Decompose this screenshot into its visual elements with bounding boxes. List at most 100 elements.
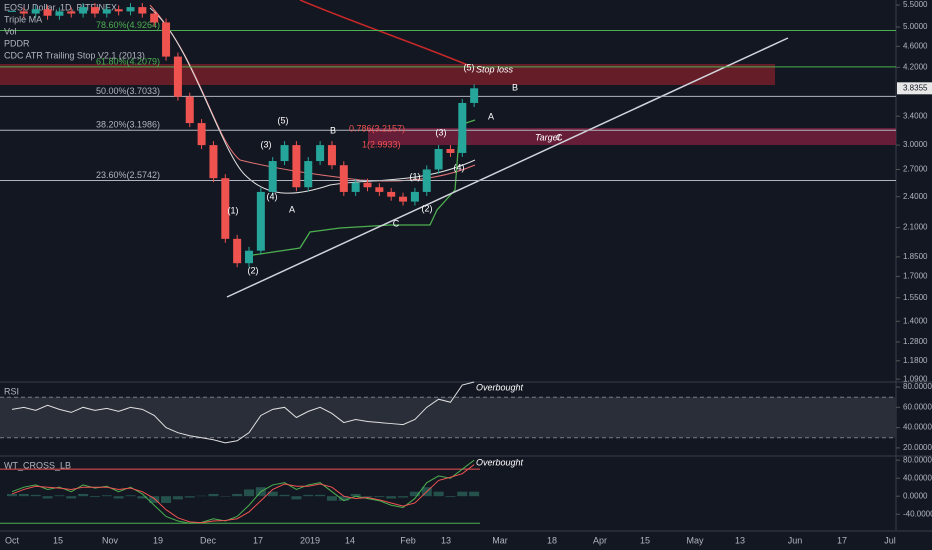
candle [173,56,182,97]
annotation: C [393,218,400,228]
y-tick-label: 2.7000 [903,165,928,174]
wt-title: WT_CROSS_LB [4,460,71,470]
y-tick-label: 1.8500 [903,252,928,261]
wt-histogram [149,496,160,503]
candle [197,123,206,146]
y-tick-label: -40.0000 [903,509,932,518]
x-tick-label: Dec [200,535,217,545]
x-tick-label: 13 [735,535,745,545]
chart-title: EOSU Dollar, 1D, BITFINEX [4,2,117,12]
wt-histogram [54,495,65,497]
x-tick-label: 18 [547,535,557,545]
wt-histogram [184,496,195,498]
annotation: B [512,82,518,92]
annotation: Overbought [476,382,524,392]
annotation: (2) [248,265,259,275]
candle [387,191,396,197]
wt-histogram [326,496,337,501]
wt-histogram [172,496,183,500]
trendline [226,37,789,298]
candle [304,161,313,188]
annotation: C [556,132,563,142]
wt-histogram [78,493,89,497]
x-tick-label: Oct [5,535,20,545]
annotation: Overbought [476,457,524,467]
candle [245,250,253,264]
candle [67,11,76,14]
wt-histogram [398,496,409,498]
fib-label: 78.60%(4.9264) [96,20,160,30]
indicator-name: Triple MA [4,14,42,24]
x-tick-label: 19 [153,535,163,545]
fib-label: 23.60%(2.5742) [96,170,160,180]
y-tick-label: 80.0000 [903,455,932,464]
annotation: (2) [422,203,433,213]
annotation: (1) [228,205,239,215]
candle [268,161,277,192]
candle [339,165,348,192]
fib-label: 38.20%(3.1986) [96,120,160,130]
wt-histogram [18,493,29,497]
candle [351,182,360,192]
wt-histogram [445,496,456,498]
x-tick-label: Apr [593,535,607,545]
wt-histogram [244,489,254,497]
candle [292,145,301,188]
y-tick-label: 40.0000 [903,423,932,432]
wt-histogram [66,496,77,499]
candle [446,148,455,153]
x-tick-label: Feb [400,535,416,545]
wt-histogram [7,493,17,497]
wt-histogram [89,496,100,498]
candle [233,238,242,264]
wt-histogram [374,496,385,498]
y-tick-label: 5.0000 [903,22,928,31]
wt-histogram [469,491,480,497]
wt-histogram [350,493,361,497]
x-tick-label: Jul [884,535,896,545]
candle [316,145,325,162]
rsi-band [0,397,896,438]
candle [79,7,88,14]
y-tick-label: 3.0000 [903,140,928,149]
wt-histogram [338,496,349,501]
y-tick-label: 4.2000 [903,62,928,71]
x-tick-label: 2019 [300,535,320,545]
wt-histogram [362,496,373,498]
annotation: Stop loss [476,64,514,74]
x-tick-label: Mar [492,535,508,545]
candle [422,169,431,192]
y-tick-label: 20.0000 [903,443,932,452]
candle [138,7,147,14]
x-tick-label: 17 [837,535,847,545]
wt-histogram [386,496,397,499]
candle [375,187,384,192]
wt-histogram [113,496,124,499]
annotation: (3) [261,139,272,149]
y-tick-label: 1.5500 [903,293,928,302]
candle [162,22,171,57]
x-tick-label: Nov [102,535,119,545]
indicator-name: Vol [4,26,17,36]
candle [19,11,28,14]
annotation: (4) [267,191,278,201]
wt-histogram [279,494,290,497]
y-tick-label: 1.4000 [903,316,928,325]
wt-histogram [137,496,148,499]
candle [102,9,111,14]
candle [470,88,479,103]
wt-histogram [42,496,53,499]
annotation: A [289,204,295,214]
wt-histogram [315,494,326,497]
candle [55,11,64,16]
candle [90,7,99,14]
annotation: 0.786(3.2157) [349,123,405,133]
x-tick-label: 17 [253,535,263,545]
wt-histogram [433,491,444,497]
annotation: (5) [464,62,475,72]
long-ma [299,0,471,67]
y-tick-label: 1.0900 [903,374,928,383]
wt-histogram [291,496,302,500]
last-price-box [897,82,932,95]
candle [399,196,408,202]
